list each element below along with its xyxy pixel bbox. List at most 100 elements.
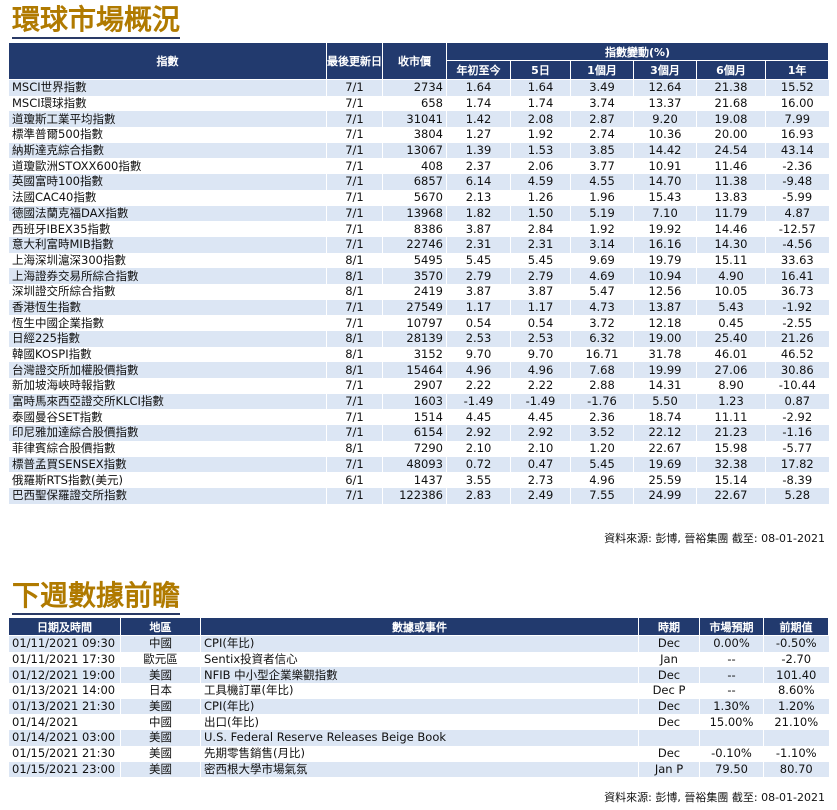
cell-close: 3804 <box>382 127 447 143</box>
cell-5d: 2.31 <box>510 236 571 253</box>
cell-5d: 9.70 <box>510 346 571 363</box>
market-row: 標準普爾500指數 7/1 3804 1.27 1.92 2.74 10.36 20.00 16… <box>8 127 829 143</box>
cell-3m: 10.94 <box>633 268 697 284</box>
market-row: 深圳證交所綜合指數 8/1 2419 3.87 3.87 5.47 12.56 10.05 36… <box>8 283 829 300</box>
cell-last-update: 8/1 <box>326 283 383 300</box>
cell-region: 美國 <box>120 761 201 778</box>
cell-index-name: 俄羅斯RTS指數(美元) <box>8 472 327 488</box>
cell-6m: 24.54 <box>696 142 766 159</box>
cell-5d: 2.73 <box>510 472 571 488</box>
market-row: 香港恆生指數 7/1 27549 1.17 1.17 4.73 13.87 5.43 -1.92 <box>8 299 829 316</box>
cell-6m: 25.40 <box>696 331 766 347</box>
cell-6m: 21.23 <box>696 425 766 441</box>
cell-last-update: 7/1 <box>326 236 383 253</box>
cell-close: 1514 <box>382 409 447 426</box>
market-row: MSCI世界指數 7/1 2734 1.64 1.64 3.49 12.64 21.38 15.… <box>8 79 829 96</box>
cell-5d: 2.79 <box>510 268 571 284</box>
market-row: 巴西聖保羅證交所指數 7/1 122386 2.83 2.49 7.55 24.99 22.6… <box>8 487 829 504</box>
cell-1y: -1.92 <box>764 299 829 316</box>
col-close-header: 收市價 <box>382 42 447 80</box>
cell-3m: 5.50 <box>633 393 697 410</box>
market-row: 意大利富時MIB指數 7/1 22746 2.31 2.31 3.14 16.16 14.30… <box>8 236 829 253</box>
cell-1m: 2.74 <box>570 127 634 143</box>
col-3m-header: 3個月 <box>633 60 697 80</box>
cell-1m: 3.52 <box>570 425 634 441</box>
cell-3m: 19.99 <box>633 362 697 379</box>
cell-close: 2907 <box>382 378 447 394</box>
cell-5d: 5.45 <box>510 252 571 269</box>
cell-5d: 2.84 <box>510 221 571 237</box>
cell-5d: 1.53 <box>510 142 571 159</box>
cell-close: 5495 <box>382 252 447 269</box>
cell-6m: 14.30 <box>696 236 766 253</box>
cell-region: 美國 <box>120 730 201 746</box>
market-row: 道瓊歐洲STOXX600指數 7/1 408 2.37 2.06 3.77 10.91 11.… <box>8 158 829 175</box>
cell-region: 日本 <box>120 683 201 699</box>
cell-ytd: 1.42 <box>446 111 511 128</box>
cell-close: 28139 <box>382 331 447 347</box>
cell-3m: 12.64 <box>633 79 697 96</box>
cell-datetime: 01/13/2021 21:30 <box>8 698 121 715</box>
cell-last-update: 8/1 <box>326 362 383 379</box>
cell-6m: 0.45 <box>696 315 766 331</box>
cell-6m: 10.05 <box>696 283 766 300</box>
cell-5d: 2.22 <box>510 378 571 394</box>
market-row: 印尼雅加達綜合股價指數 7/1 6154 2.92 2.92 3.52 22.12 21.23… <box>8 425 829 441</box>
cell-region: 美國 <box>120 698 201 715</box>
cell-ytd: 4.96 <box>446 362 511 379</box>
cell-last-update: 7/1 <box>326 393 383 410</box>
cell-1y: -4.56 <box>764 236 829 253</box>
cell-close: 2419 <box>382 283 447 300</box>
cell-index-name: 納斯達克綜合指數 <box>8 142 327 159</box>
cell-3m: 12.56 <box>633 283 697 300</box>
event-row: 01/11/2021 17:30 歐元區 Sentix投資者信心 Jan -- -2.70 <box>8 651 829 668</box>
market-row: 上海證券交易所綜合指數 8/1 3570 2.79 2.79 4.69 10.94 4.90 1… <box>8 268 829 284</box>
event-row: 01/12/2021 19:00 美國 NFIB 中小型企業樂觀指數 Dec -- 101… <box>8 667 829 684</box>
cell-5d: 2.53 <box>510 331 571 347</box>
event-row: 01/14/2021 中國 出口(年比) Dec 15.00% 21.10% <box>8 714 829 731</box>
cell-previous: 8.60% <box>763 683 829 699</box>
cell-1m: 5.47 <box>570 283 634 300</box>
cell-previous: -2.70 <box>763 651 829 668</box>
cell-last-update: 7/1 <box>326 79 383 96</box>
cell-1y: 21.26 <box>764 331 829 347</box>
cell-ytd: -1.49 <box>446 393 511 410</box>
cell-previous: 80.70 <box>763 761 829 778</box>
col-6m-header: 6個月 <box>696 60 766 80</box>
market-row: 菲律賓綜合股價指數 8/1 7290 2.10 2.10 1.20 22.67 15.98 -5… <box>8 440 829 457</box>
cell-6m: 32.38 <box>696 456 766 473</box>
cell-3m: 22.67 <box>633 440 697 457</box>
cell-1m: 7.55 <box>570 487 634 504</box>
cell-5d: 1.92 <box>510 127 571 143</box>
cell-5d: 1.26 <box>510 189 571 206</box>
cell-1y: -2.92 <box>764 409 829 426</box>
cell-6m: 20.00 <box>696 127 766 143</box>
cell-1m: 7.68 <box>570 362 634 379</box>
cell-previous: -1.10% <box>763 745 829 762</box>
cell-3m: 18.74 <box>633 409 697 426</box>
cell-last-update: 7/1 <box>326 409 383 426</box>
market-source-note: 資料來源: 彭博, 晉裕集團 截至: 08-01-2021 <box>604 532 825 545</box>
cell-1y: 4.87 <box>764 205 829 222</box>
cell-5d: 4.59 <box>510 174 571 190</box>
cell-previous: 21.10% <box>763 714 829 731</box>
cell-1m: 1.20 <box>570 440 634 457</box>
cell-ytd: 2.13 <box>446 189 511 206</box>
cell-event: Sentix投資者信心 <box>200 651 639 668</box>
cell-1m: 2.36 <box>570 409 634 426</box>
cell-3m: 10.91 <box>633 158 697 175</box>
cell-1m: 16.71 <box>570 346 634 363</box>
cell-event: CPI(年比) <box>200 635 639 652</box>
col-ytd-header: 年初至今 <box>446 60 511 80</box>
cell-forecast: -- <box>699 651 764 668</box>
cell-index-name: 巴西聖保羅證交所指數 <box>8 487 327 504</box>
cell-5d: 2.49 <box>510 487 571 504</box>
cell-3m: 15.43 <box>633 189 697 206</box>
cell-close: 27549 <box>382 299 447 316</box>
cell-last-update: 7/1 <box>326 127 383 143</box>
cell-1y: 36.73 <box>764 283 829 300</box>
cell-ytd: 3.55 <box>446 472 511 488</box>
cell-datetime: 01/15/2021 21:30 <box>8 745 121 762</box>
cell-event: CPI(年比) <box>200 698 639 715</box>
market-row: 上海深圳滬深300指數 8/1 5495 5.45 5.45 9.69 19.79 15.11… <box>8 252 829 269</box>
